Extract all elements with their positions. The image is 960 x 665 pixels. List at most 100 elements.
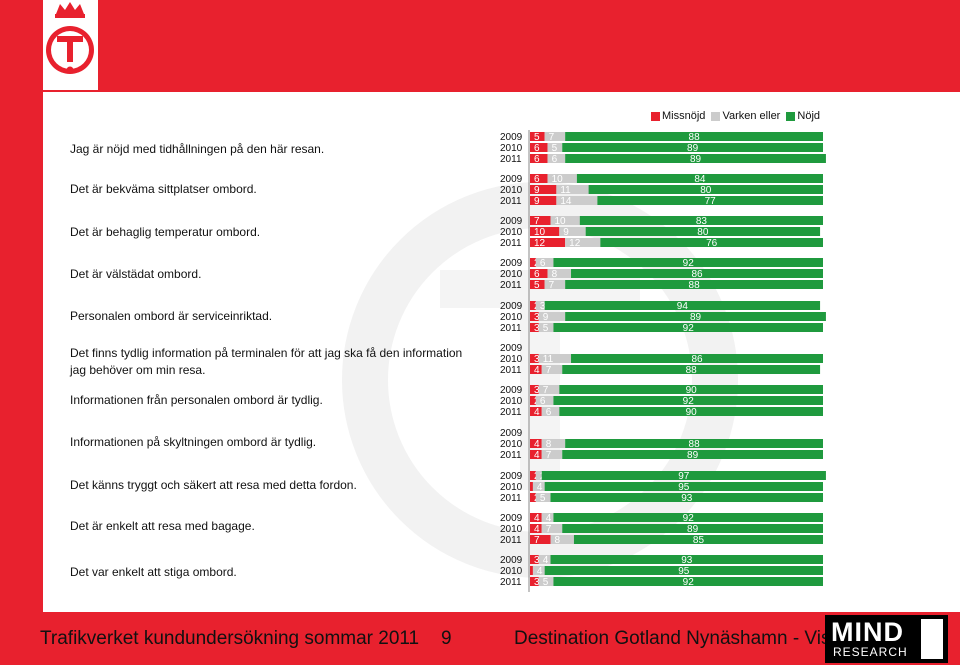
year-label: 2009	[500, 216, 523, 227]
left-red-band	[0, 0, 43, 612]
top-red-band	[43, 0, 960, 92]
bar-missnojd	[530, 513, 542, 522]
year-label: 2009	[500, 555, 523, 566]
bar-nojd	[562, 524, 823, 533]
bar-varken-eller	[535, 471, 542, 480]
legend-label-nojd: Nöjd	[797, 110, 821, 122]
data-label-missnojd: 5	[534, 132, 540, 143]
bar-varken-eller	[550, 535, 574, 544]
year-label: 2011	[500, 365, 522, 376]
legend-item-varken-eller: Varken eller	[711, 110, 780, 122]
bar-varken-eller	[538, 354, 572, 363]
legend-label-varken-eller: Varken eller	[722, 110, 781, 122]
data-label-missnojd: 4	[534, 513, 540, 524]
data-label-nojd: 92	[683, 258, 695, 269]
statement-2: Det är bekväma sittplatser ombord.	[70, 182, 257, 196]
bar-nojd	[553, 577, 823, 586]
bar-nojd	[571, 354, 823, 363]
bar-varken-eller	[556, 185, 589, 194]
data-label-varken-eller: 5	[543, 577, 549, 588]
data-label-varken-eller: 8	[552, 269, 558, 280]
year-label: 2009	[500, 428, 523, 439]
bar-nojd	[600, 238, 823, 247]
bar-missnojd	[530, 227, 560, 236]
year-label: 2009	[500, 513, 523, 524]
legend-swatch-nojd	[786, 111, 796, 121]
bar-missnojd	[530, 524, 542, 533]
data-label-nojd: 93	[681, 555, 693, 566]
data-label-varken-eller: 10	[552, 174, 564, 185]
year-label: 2011	[500, 535, 522, 546]
bar-varken-eller	[538, 555, 551, 564]
bar-nojd	[544, 566, 823, 575]
data-label-nojd: 92	[683, 577, 695, 588]
data-label-varken-eller: 11	[560, 185, 571, 196]
data-label-varken-eller: 7	[546, 450, 552, 461]
data-label-varken-eller: 5	[540, 493, 546, 504]
bar-varken-eller	[547, 269, 572, 278]
data-label-varken-eller: 12	[569, 238, 581, 249]
year-label: 2010	[500, 439, 523, 450]
statement-10: Det är enkelt att resa med bagage.	[70, 519, 255, 533]
data-label-nojd: 88	[689, 280, 701, 291]
year-label: 2009	[500, 471, 523, 482]
data-label-varken-eller: 6	[552, 154, 558, 165]
bar-varken-eller	[532, 566, 545, 575]
bar-missnojd	[530, 196, 557, 205]
bar-missnojd	[530, 385, 539, 394]
year-label: 2009	[500, 174, 523, 185]
bar-missnojd	[530, 555, 539, 564]
data-label-nojd: 80	[697, 227, 709, 238]
data-label-nojd: 89	[690, 154, 702, 165]
bar-varken-eller	[547, 143, 563, 152]
bar-missnojd	[530, 185, 557, 194]
bar-nojd	[550, 555, 823, 564]
bar-nojd	[565, 312, 826, 321]
legend-item-missnojd: Missnöjd	[651, 110, 705, 122]
year-label: 2011	[500, 407, 522, 418]
mind-logo-subword: RESEARCH	[833, 645, 908, 659]
bar-missnojd	[530, 471, 536, 480]
mind-research-logo: MIND RESEARCH	[825, 615, 948, 663]
data-label-varken-eller: 7	[549, 132, 555, 143]
year-label: 2011	[500, 323, 522, 334]
bar-missnojd	[530, 482, 533, 491]
data-label-nojd: 84	[694, 174, 706, 185]
bar-nojd	[559, 407, 823, 416]
bar-varken-eller	[535, 258, 554, 267]
data-label-nojd: 77	[705, 196, 717, 207]
mind-logo-word: MIND	[831, 617, 904, 647]
bar-varken-eller	[532, 482, 545, 491]
bar-varken-eller	[535, 493, 551, 502]
data-label-nojd: 89	[687, 143, 699, 154]
data-label-nojd: 90	[686, 385, 698, 396]
footer-page-number: 9	[441, 628, 452, 649]
data-label-missnojd: 6	[534, 143, 540, 154]
bar-varken-eller	[541, 524, 563, 533]
data-label-varken-eller: 11	[543, 354, 554, 365]
data-label-varken-eller: 6	[546, 407, 552, 418]
bar-nojd	[579, 216, 823, 225]
bar-varken-eller	[538, 323, 554, 332]
bar-nojd	[553, 396, 823, 405]
data-label-varken-eller: 6	[540, 258, 546, 269]
bar-nojd	[576, 174, 823, 183]
year-label: 2009	[500, 301, 523, 312]
bar-nojd	[565, 439, 823, 448]
bar-missnojd	[530, 312, 539, 321]
bar-nojd	[562, 450, 823, 459]
bar-varken-eller	[547, 154, 566, 163]
bar-nojd	[544, 301, 821, 310]
bar-varken-eller	[535, 396, 554, 405]
data-label-missnojd: 5	[534, 280, 540, 291]
data-label-missnojd: 3	[534, 354, 540, 365]
data-label-missnojd: 4	[534, 439, 540, 450]
data-label-missnojd: 4	[534, 365, 540, 376]
bar-nojd	[585, 227, 821, 236]
data-label-missnojd: 4	[534, 407, 540, 418]
year-label: 2010	[500, 269, 523, 280]
year-label: 2011	[500, 493, 522, 504]
bar-nojd	[544, 482, 823, 491]
data-label-missnojd: 6	[534, 154, 540, 165]
